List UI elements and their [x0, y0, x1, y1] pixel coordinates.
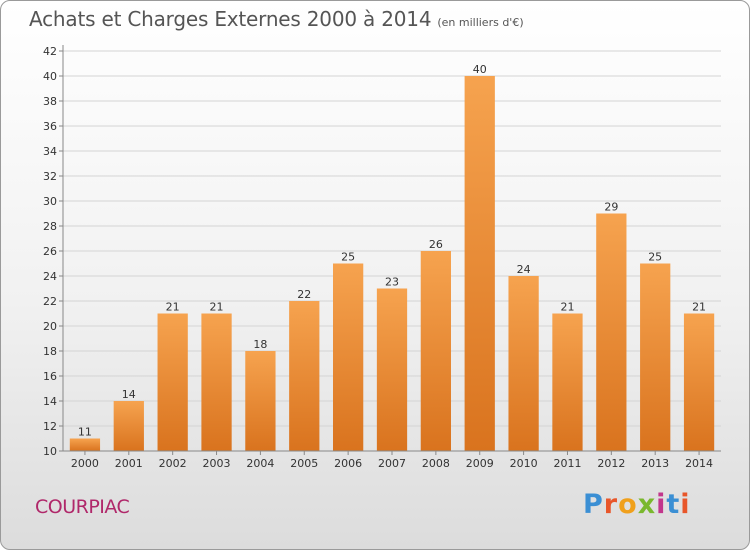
value-label: 11 — [78, 426, 92, 439]
bars — [69, 76, 715, 451]
x-tick-label: 2002 — [159, 457, 187, 470]
value-label: 23 — [385, 276, 399, 289]
bar-2014 — [683, 313, 715, 451]
chart-title-text: Achats et Charges Externes 2000 à 2014 — [29, 7, 432, 31]
commune-name: COURPIAC — [35, 496, 130, 518]
bar-2005 — [289, 301, 320, 451]
y-tick-label: 42 — [43, 45, 57, 58]
value-label: 40 — [473, 63, 487, 76]
x-tick-label: 2012 — [597, 457, 625, 470]
value-label: 21 — [166, 301, 180, 314]
value-label: 26 — [429, 238, 443, 251]
logo-letter: r — [603, 489, 619, 520]
bar-2013 — [640, 263, 671, 451]
logo-letter: i — [680, 489, 691, 520]
y-tick-label: 28 — [43, 220, 57, 233]
x-tick-label: 2014 — [685, 457, 713, 470]
logo-letter: i — [656, 489, 667, 520]
y-tick-label: 30 — [43, 195, 57, 208]
bar-2010 — [508, 276, 539, 451]
y-tick-label: 20 — [43, 320, 57, 333]
value-label: 14 — [122, 388, 136, 401]
logo-letter: x — [637, 489, 657, 520]
y-tick-label: 24 — [43, 270, 57, 283]
value-label: 24 — [517, 263, 531, 276]
value-label: 25 — [341, 251, 355, 264]
bar-2006 — [332, 263, 364, 451]
y-tick-label: 26 — [43, 245, 57, 258]
bar-2011 — [552, 313, 583, 451]
value-label: 25 — [648, 251, 662, 264]
logo-letter: P — [583, 489, 604, 520]
bar-2002 — [157, 313, 188, 451]
y-tick-label: 34 — [43, 145, 57, 158]
logo-letter: o — [618, 489, 638, 520]
x-tick-label: 2006 — [334, 457, 362, 470]
axes — [59, 45, 721, 455]
bar-2001 — [113, 401, 144, 451]
value-label: 29 — [604, 201, 618, 214]
y-tick-label: 18 — [43, 345, 57, 358]
bar-2007 — [376, 288, 408, 451]
x-tick-label: 2008 — [422, 457, 450, 470]
x-tick-label: 2003 — [203, 457, 231, 470]
y-tick-label: 36 — [43, 120, 57, 133]
bar-2000 — [69, 438, 101, 451]
x-tick-label: 2007 — [378, 457, 406, 470]
y-tick-label: 32 — [43, 170, 57, 183]
y-tick-label: 10 — [43, 445, 57, 458]
logo-letter: t — [666, 489, 681, 520]
bar-2004 — [245, 351, 276, 451]
x-tick-label: 2009 — [466, 457, 494, 470]
bar-2003 — [201, 313, 232, 451]
y-tick-label: 40 — [43, 70, 57, 83]
y-tick-label: 22 — [43, 295, 57, 308]
value-label: 21 — [560, 301, 574, 314]
labels: 10 12 14 16 18 20 22 24 26 28 30 32 34 36 38 40 42 11 2000… — [43, 45, 713, 470]
proxiti-logo[interactable]: Proxiti — [583, 489, 691, 520]
x-tick-label: 2000 — [71, 457, 99, 470]
y-tick-label: 12 — [43, 420, 57, 433]
y-tick-label: 38 — [43, 95, 57, 108]
value-label: 21 — [692, 301, 706, 314]
x-tick-label: 2004 — [246, 457, 274, 470]
value-label: 21 — [210, 301, 224, 314]
bar-2008 — [420, 251, 452, 451]
value-label: 18 — [253, 338, 267, 351]
x-tick-label: 2010 — [510, 457, 538, 470]
y-tick-label: 14 — [43, 395, 57, 408]
x-tick-label: 2001 — [115, 457, 143, 470]
chart-subtitle: (en milliers d'€) — [437, 16, 524, 29]
x-tick-label: 2011 — [553, 457, 581, 470]
x-tick-label: 2005 — [290, 457, 318, 470]
y-tick-label: 16 — [43, 370, 57, 383]
chart-title: Achats et Charges Externes 2000 à 2014 (e… — [29, 7, 524, 31]
bar-2009 — [464, 76, 495, 451]
x-tick-label: 2013 — [641, 457, 669, 470]
value-label: 22 — [297, 288, 311, 301]
bar-2012 — [596, 213, 627, 451]
